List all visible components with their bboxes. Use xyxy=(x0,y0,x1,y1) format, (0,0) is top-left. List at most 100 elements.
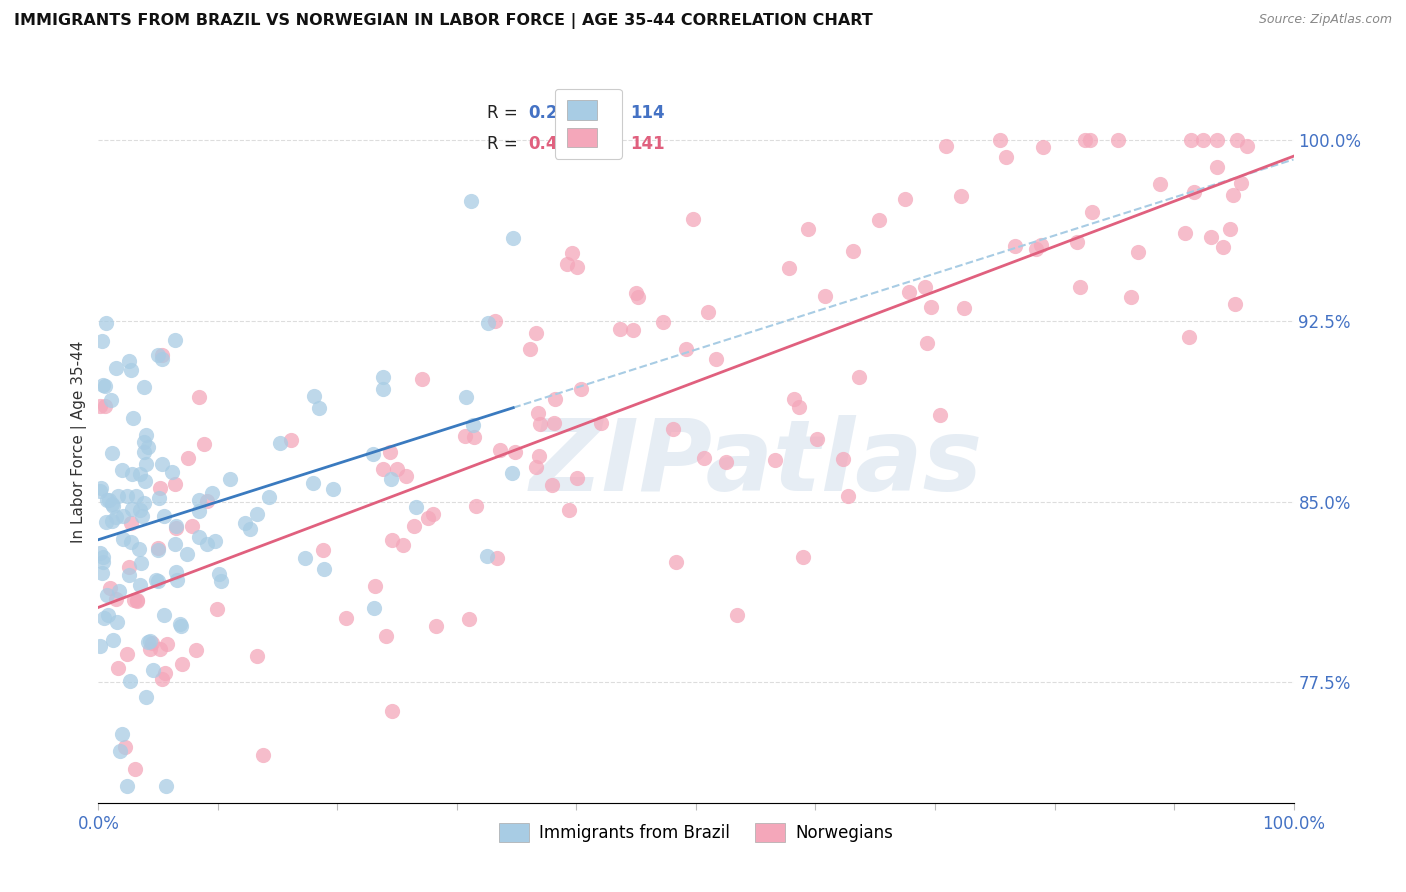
Point xyxy=(294,550,316,565)
Point xyxy=(146,541,169,556)
Point xyxy=(209,574,232,588)
Point xyxy=(1174,227,1197,241)
Point xyxy=(156,637,179,651)
Point xyxy=(125,592,148,607)
Point xyxy=(373,461,395,475)
Point xyxy=(97,607,120,622)
Point xyxy=(169,616,191,631)
Point xyxy=(565,471,588,485)
Point xyxy=(529,417,551,431)
Point xyxy=(132,496,155,510)
Point xyxy=(928,409,950,423)
Point xyxy=(91,556,114,570)
Point xyxy=(160,465,183,479)
Point xyxy=(363,447,385,461)
Point xyxy=(98,582,121,596)
Point xyxy=(111,463,134,477)
Point xyxy=(725,608,748,623)
Point xyxy=(651,314,673,328)
Point xyxy=(101,499,124,513)
Point xyxy=(89,639,111,653)
Point xyxy=(233,516,256,530)
Point xyxy=(463,430,485,444)
Text: 141: 141 xyxy=(630,135,665,153)
Point xyxy=(105,592,128,607)
Point xyxy=(477,549,499,564)
Point xyxy=(842,244,865,258)
Text: 0.471: 0.471 xyxy=(529,135,581,153)
Text: 0.222: 0.222 xyxy=(529,103,582,122)
Point xyxy=(118,568,141,582)
Point xyxy=(115,647,138,661)
Text: R =: R = xyxy=(486,103,523,122)
Point xyxy=(301,475,323,490)
Point xyxy=(141,636,163,650)
Point xyxy=(188,504,211,518)
Point xyxy=(91,550,114,565)
Point xyxy=(484,314,506,328)
Point xyxy=(94,515,117,529)
Point xyxy=(120,534,142,549)
Point xyxy=(949,189,972,203)
Point xyxy=(1066,235,1088,250)
Point xyxy=(519,342,541,356)
Point xyxy=(204,534,226,549)
Point xyxy=(569,382,592,396)
Point xyxy=(94,379,117,393)
Point xyxy=(696,305,718,319)
Point xyxy=(208,567,231,582)
Point xyxy=(170,619,193,633)
Point xyxy=(239,522,262,536)
Point xyxy=(693,450,716,465)
Point xyxy=(1032,140,1054,154)
Point xyxy=(107,660,129,674)
Point xyxy=(139,634,162,648)
Point xyxy=(108,744,131,758)
Point xyxy=(150,348,173,362)
Point xyxy=(914,280,936,294)
Point xyxy=(1206,133,1229,147)
Point xyxy=(94,316,117,330)
Point xyxy=(460,194,482,208)
Point xyxy=(609,322,631,336)
Point xyxy=(335,611,357,625)
Point xyxy=(121,467,143,481)
Point xyxy=(988,133,1011,147)
Point xyxy=(322,483,344,497)
Point xyxy=(1078,133,1101,147)
Point xyxy=(134,379,156,393)
Point xyxy=(100,514,122,528)
Point xyxy=(108,584,131,599)
Point xyxy=(374,629,396,643)
Point xyxy=(129,578,152,592)
Point xyxy=(502,231,524,245)
Point xyxy=(90,481,112,495)
Point xyxy=(269,436,291,450)
Point xyxy=(1205,161,1227,175)
Point xyxy=(524,326,547,340)
Point xyxy=(1180,133,1202,147)
Point xyxy=(252,747,274,762)
Point xyxy=(411,372,433,386)
Point xyxy=(149,641,172,656)
Point xyxy=(120,363,142,377)
Point xyxy=(1182,185,1205,199)
Point xyxy=(894,192,917,206)
Point xyxy=(567,260,589,274)
Point xyxy=(135,690,157,705)
Point xyxy=(121,502,143,516)
Point xyxy=(187,530,209,544)
Point xyxy=(312,562,335,576)
Point xyxy=(953,301,976,315)
Point xyxy=(124,593,146,607)
Point xyxy=(544,392,567,406)
Point xyxy=(373,370,395,384)
Point xyxy=(207,602,229,616)
Point xyxy=(101,446,124,460)
Point xyxy=(527,449,550,463)
Text: ZIPatlas: ZIPatlas xyxy=(529,415,983,512)
Point xyxy=(134,474,156,488)
Point xyxy=(1031,238,1053,252)
Point xyxy=(364,579,387,593)
Point xyxy=(763,452,786,467)
